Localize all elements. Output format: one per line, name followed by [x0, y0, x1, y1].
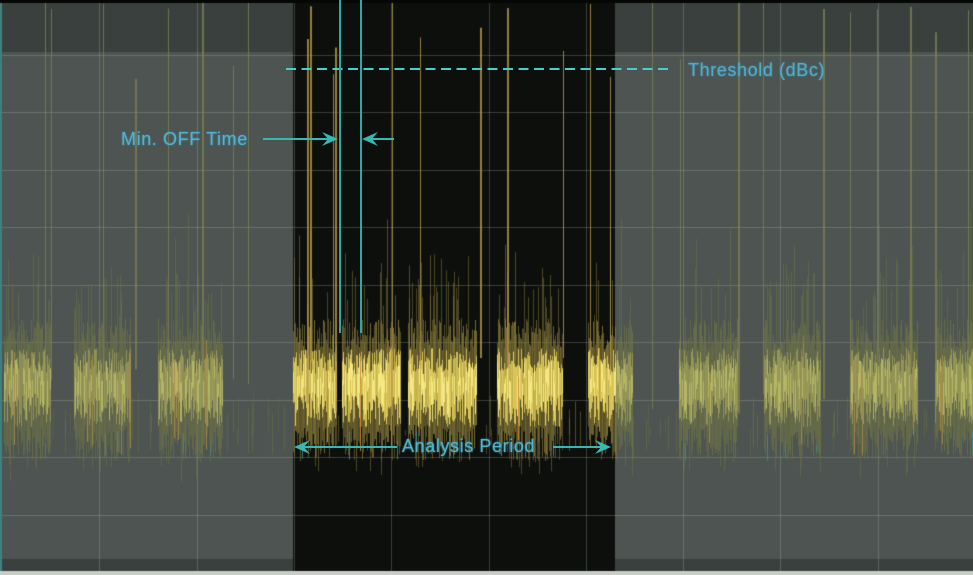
analysis-period-label: Analysis Period: [402, 436, 536, 456]
min-off-time-label: Min. OFF Time: [121, 129, 248, 149]
threshold-label: Threshold (dBc): [688, 60, 826, 80]
